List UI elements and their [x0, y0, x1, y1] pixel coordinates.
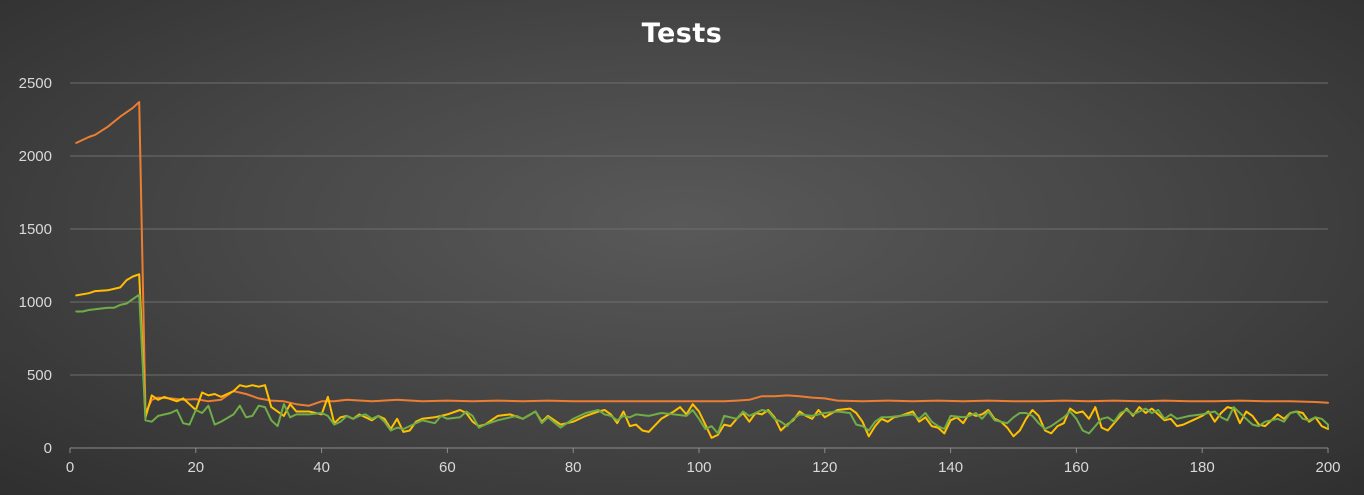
- series-line-1: [75, 101, 1329, 414]
- series-group: [75, 101, 1329, 439]
- series-line-3: [75, 293, 1329, 435]
- x-tick-label: 180: [1190, 459, 1215, 476]
- x-tick-label: 20: [187, 459, 204, 476]
- series-line-2: [75, 273, 1329, 439]
- y-tick-label: 500: [27, 367, 52, 384]
- chart-title: Tests: [641, 18, 723, 49]
- y-tick-label: 1500: [19, 221, 52, 238]
- x-tick-label: 40: [313, 459, 330, 476]
- x-tick-label: 140: [938, 459, 963, 476]
- x-tick-label: 160: [1064, 459, 1089, 476]
- x-tick-label: 0: [66, 459, 74, 476]
- y-tick-label: 2500: [19, 75, 52, 92]
- y-tick-label: 2000: [19, 148, 52, 165]
- x-tick-label: 100: [686, 459, 711, 476]
- y-tick-label: 0: [44, 440, 52, 457]
- x-tick-label: 80: [565, 459, 582, 476]
- gridlines: [70, 82, 1328, 376]
- x-tick-label: 200: [1315, 459, 1340, 476]
- x-tick-label: 60: [439, 459, 456, 476]
- y-tick-label: 1000: [19, 294, 52, 311]
- x-tick-label: 120: [812, 459, 837, 476]
- axes: 0 500 1000 1500 2000 2500 0 20 40 60 80 100 120 140 16…: [19, 75, 1341, 476]
